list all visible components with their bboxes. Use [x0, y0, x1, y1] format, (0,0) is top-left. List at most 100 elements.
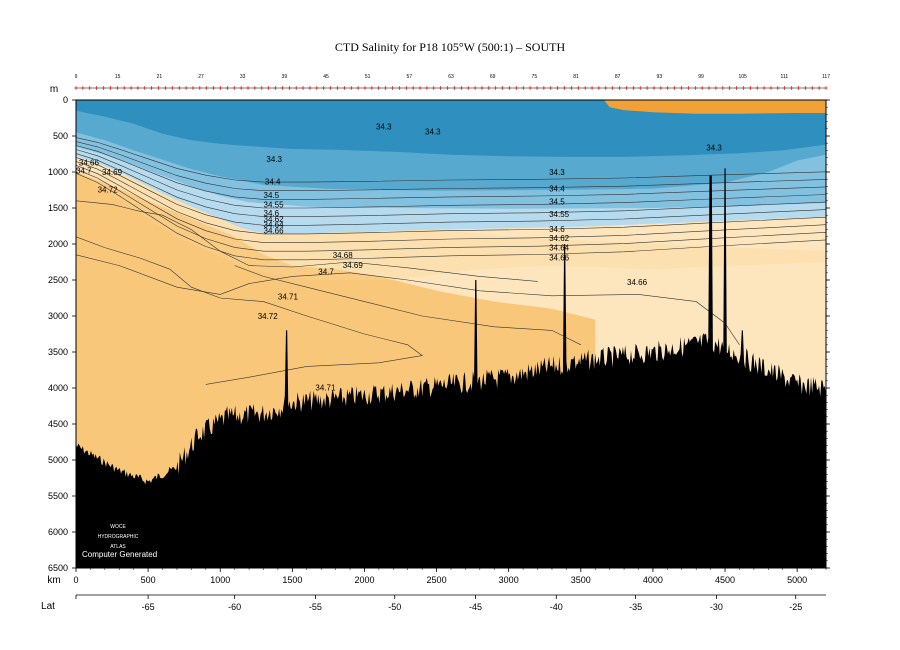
contour-label: 34.66 — [264, 226, 285, 235]
lat-tick-label: -35 — [629, 602, 642, 612]
watermark-line-2: HYDROGRAPHIC — [98, 534, 139, 540]
station-marker — [507, 86, 512, 90]
contour-label: 34.71 — [278, 293, 299, 302]
station-marker — [314, 86, 319, 90]
station-marker — [713, 86, 718, 90]
station-marker — [569, 86, 574, 90]
station-marker — [301, 86, 306, 90]
station-label: 117 — [822, 74, 830, 80]
x-tick-label: 1000 — [210, 575, 230, 585]
contour-label: 34.3 — [266, 155, 282, 164]
station-marker — [190, 86, 195, 90]
x-tick-label: 3500 — [571, 575, 591, 585]
station-marker — [624, 86, 629, 90]
station-marker — [383, 86, 388, 90]
station-marker — [424, 86, 429, 90]
lat-tick-label: -40 — [550, 602, 563, 612]
contour-label: 34.64 — [264, 221, 285, 230]
station-marker — [789, 86, 794, 90]
station-marker — [541, 86, 546, 90]
station-marker — [259, 86, 264, 90]
watermark-line-1: WOCE — [110, 524, 126, 530]
station-marker — [617, 86, 622, 90]
fresh-dark-band — [76, 100, 826, 157]
station-marker — [87, 86, 92, 90]
station-marker — [80, 86, 85, 90]
station-marker — [803, 86, 808, 90]
station-marker — [645, 86, 650, 90]
station-label: 15 — [115, 74, 121, 80]
contour-label: 34.4 — [549, 185, 565, 194]
station-marker — [94, 86, 99, 90]
contour-label: 34.69 — [343, 261, 364, 270]
contour-line-9 — [76, 169, 826, 252]
station-marker — [101, 86, 106, 90]
contour-34-72-outer — [76, 236, 423, 385]
contour-label: 34.55 — [264, 200, 285, 209]
station-marker — [225, 86, 230, 90]
station-marker — [658, 86, 663, 90]
station-marker — [418, 86, 423, 90]
station-marker — [307, 86, 312, 90]
contour-line-10 — [76, 173, 826, 261]
station-label: 51 — [365, 74, 371, 80]
station-marker — [342, 86, 347, 90]
station-marker — [521, 86, 526, 90]
station-marker — [452, 86, 457, 90]
station-label: 9 — [75, 74, 78, 80]
lat-tick-label: -25 — [789, 602, 802, 612]
x-unit-label: km — [47, 575, 60, 586]
station-label: 99 — [698, 74, 704, 80]
station-marker — [610, 86, 615, 90]
x-tick-label: 0 — [73, 575, 78, 585]
station-marker — [672, 86, 677, 90]
station-marker — [768, 86, 773, 90]
station-label: 87 — [615, 74, 621, 80]
station-marker — [651, 86, 656, 90]
x-tick-label: 1500 — [282, 575, 302, 585]
station-marker — [810, 86, 815, 90]
station-marker — [493, 86, 498, 90]
station-marker — [239, 86, 244, 90]
station-marker — [246, 86, 251, 90]
station-marker — [596, 86, 601, 90]
surface-salty-water — [603, 100, 826, 114]
station-marker — [693, 86, 698, 90]
station-marker — [197, 86, 202, 90]
station-marker — [555, 86, 560, 90]
lat-tick-label: -45 — [469, 602, 482, 612]
station-marker — [163, 86, 168, 90]
station-marker — [211, 86, 216, 90]
x-tick-label: 4000 — [643, 575, 663, 585]
y-tick-label: 5000 — [48, 455, 68, 465]
station-marker — [287, 86, 292, 90]
contour-label: 34.72 — [98, 185, 119, 194]
station-marker — [824, 86, 828, 90]
station-marker — [328, 86, 333, 90]
station-marker — [404, 86, 409, 90]
contour-label: 34.3 — [706, 144, 722, 153]
x-tick-label: 2000 — [354, 575, 374, 585]
contour-label: 34.4 — [265, 177, 281, 186]
station-label: 63 — [448, 74, 454, 80]
contour-label: 34.66 — [627, 278, 648, 287]
station-marker — [129, 86, 134, 90]
station-label: 57 — [407, 74, 413, 80]
station-marker — [583, 86, 588, 90]
station-marker — [686, 86, 691, 90]
watermark-line-3: ATLAS — [110, 544, 126, 550]
station-marker — [720, 86, 725, 90]
y-tick-label: 1000 — [48, 167, 68, 177]
y-tick-label: 0 — [63, 95, 68, 105]
contour-line-6 — [76, 157, 826, 226]
y-tick-label: 6000 — [48, 527, 68, 537]
station-marker — [390, 86, 395, 90]
station-marker — [411, 86, 416, 90]
contour-line-2 — [76, 141, 826, 191]
ocean-bottom — [76, 168, 826, 568]
station-marker — [603, 86, 608, 90]
station-marker — [500, 86, 505, 90]
station-label: 111 — [781, 74, 789, 80]
station-marker — [562, 86, 567, 90]
